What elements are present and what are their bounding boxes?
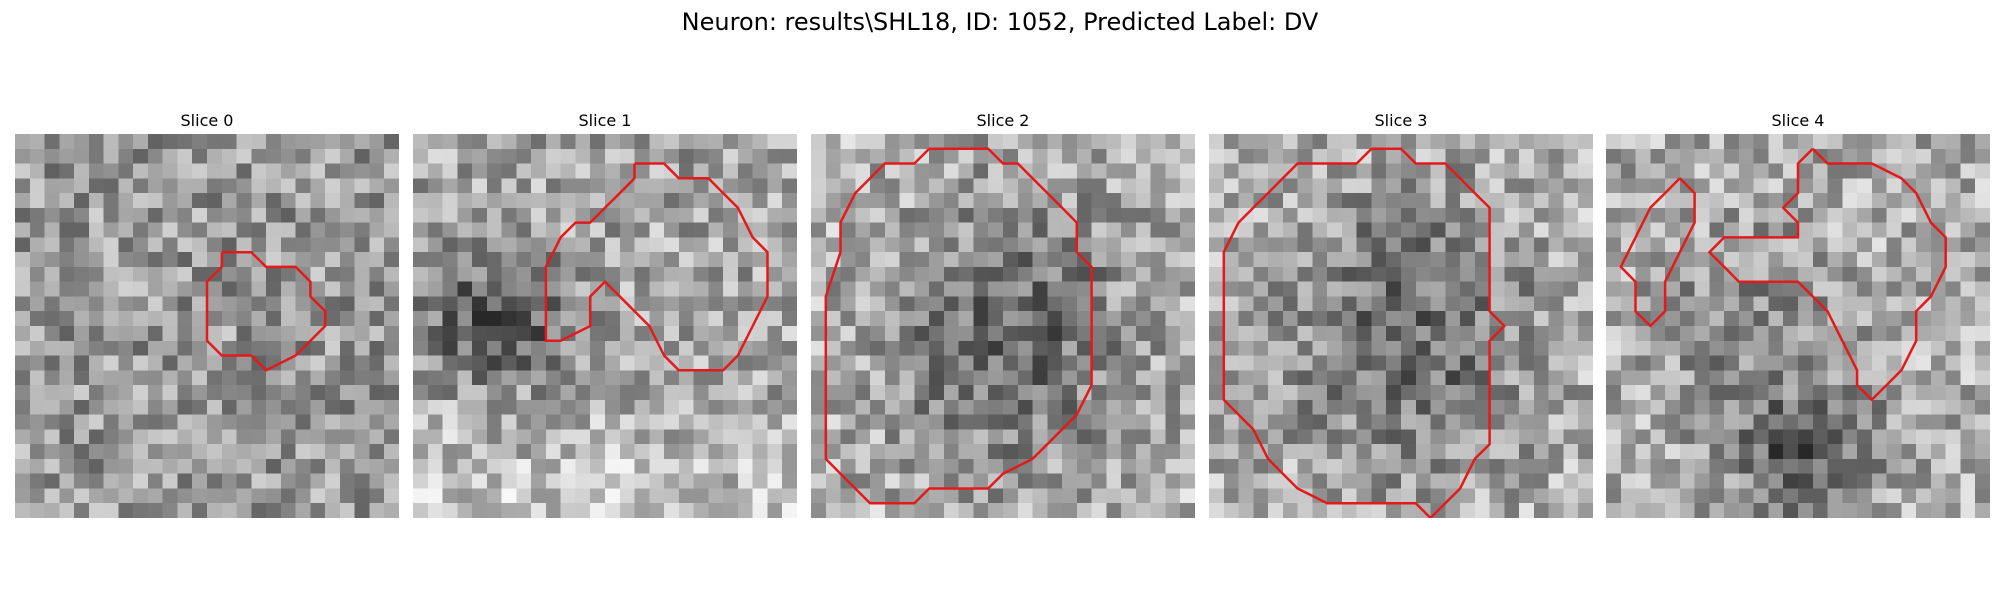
slice-image-4 bbox=[1606, 134, 1990, 518]
grayscale-image-3 bbox=[1209, 134, 1593, 518]
panel-slice-4: Slice 4 bbox=[1606, 108, 1990, 518]
roi-overlay-0 bbox=[205, 250, 327, 372]
grayscale-image-4 bbox=[1606, 134, 1990, 518]
panel-slice-2: Slice 2 bbox=[811, 108, 1195, 518]
roi-contour-4-0 bbox=[1619, 177, 1696, 328]
grayscale-image-2 bbox=[811, 134, 1195, 518]
figure-title: Neuron: results\SHL18, ID: 1052, Predict… bbox=[681, 8, 1319, 36]
slice-image-1 bbox=[413, 134, 797, 518]
panel-title-slice-1: Slice 1 bbox=[578, 111, 632, 130]
roi-overlay-2 bbox=[824, 147, 1093, 505]
roi-overlay-1 bbox=[544, 162, 769, 372]
panel-slice-3: Slice 3 bbox=[1209, 108, 1593, 518]
panel-title-slice-0: Slice 0 bbox=[180, 111, 234, 130]
roi-contour-2 bbox=[824, 147, 1093, 505]
slice-image-2 bbox=[811, 134, 1195, 518]
slice-image-0 bbox=[15, 134, 399, 518]
roi-contour-1 bbox=[544, 162, 769, 372]
panel-title-slice-3: Slice 3 bbox=[1374, 111, 1428, 130]
roi-overlay-3 bbox=[1222, 147, 1506, 518]
roi-contour-3 bbox=[1222, 147, 1506, 518]
panel-title-slice-2: Slice 2 bbox=[976, 111, 1030, 130]
roi-contour-0 bbox=[205, 250, 327, 372]
roi-contour-4-1 bbox=[1708, 147, 1947, 402]
slice-image-3 bbox=[1209, 134, 1593, 518]
panel-slice-0: Slice 0 bbox=[15, 108, 399, 518]
roi-overlay-4 bbox=[1619, 147, 1947, 402]
panel-title-slice-4: Slice 4 bbox=[1771, 111, 1825, 130]
panel-slice-1: Slice 1 bbox=[413, 108, 797, 518]
grayscale-image-1 bbox=[413, 134, 797, 518]
